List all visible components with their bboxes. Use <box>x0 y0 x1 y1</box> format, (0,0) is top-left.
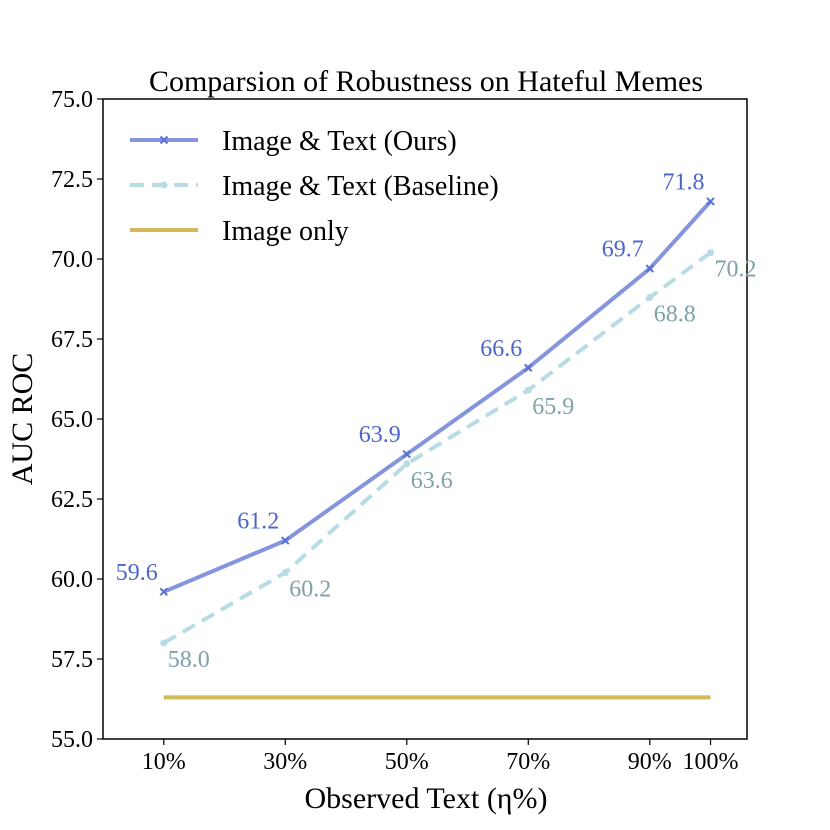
series-ours-point <box>524 363 533 373</box>
marker-stroke <box>159 587 168 597</box>
ours-data-label: 66.6 <box>480 336 522 362</box>
series-baseline-point <box>646 293 654 301</box>
legend-ours-marker <box>159 135 169 145</box>
series-ours-point <box>402 449 411 459</box>
y-tick-label: 57.5 <box>51 647 93 673</box>
x-tick-label: 90% <box>628 749 672 775</box>
x-tick-label: 100% <box>683 749 739 775</box>
ours-data-label: 61.2 <box>237 509 279 535</box>
series-ours-point <box>645 264 654 273</box>
data-labels: 59.6 61.2 63.9 66.6 69.7 71.8 58.0 60.2 63.6 65.9… <box>116 169 757 673</box>
y-tick-label: 72.5 <box>51 167 93 193</box>
y-tick-label: 75.0 <box>51 87 93 113</box>
ours-data-label: 63.9 <box>359 422 401 448</box>
legend-image-only-label: Image only <box>222 216 349 247</box>
series-baseline-point <box>707 249 715 257</box>
legend: Image & Text (Ours) Image & Text (Baselin… <box>130 126 499 247</box>
baseline-data-label: 68.8 <box>654 301 696 327</box>
series-ours-line <box>162 200 713 594</box>
y-tick-label: 67.5 <box>51 327 93 353</box>
ours-data-label: 71.8 <box>663 169 705 195</box>
chart-title: Comparsion of Robustness on Hateful Meme… <box>149 65 703 98</box>
x-axis: 10% 30% 50% 70% 90% 100% <box>142 739 739 775</box>
x-tick-label: 70% <box>506 749 550 775</box>
series-baseline-point <box>281 569 289 577</box>
series-baseline-point <box>524 386 532 394</box>
y-axis: 55.0 57.5 60.0 62.5 65.0 67.5 70.0 72.5 75.0 <box>51 87 103 753</box>
series-ours-point <box>159 587 168 597</box>
y-axis-label: AUC ROC <box>6 353 39 486</box>
baseline-data-label: 58.0 <box>168 647 210 673</box>
y-tick-label: 55.0 <box>51 727 93 753</box>
series-ours-point <box>281 536 290 545</box>
legend-baseline-marker <box>160 181 168 189</box>
x-tick-label: 10% <box>142 749 186 775</box>
y-tick-label: 60.0 <box>51 567 93 593</box>
baseline-data-label: 70.2 <box>715 257 757 283</box>
series-layer <box>159 197 715 700</box>
series-baseline-point <box>403 460 411 468</box>
marker-stroke <box>402 449 411 459</box>
y-tick-label: 62.5 <box>51 487 93 513</box>
baseline-data-label: 60.2 <box>289 577 331 603</box>
marker-stroke <box>281 536 290 545</box>
marker-stroke <box>645 264 654 273</box>
x-tick-label: 50% <box>385 749 429 775</box>
ours-data-label: 69.7 <box>602 237 644 263</box>
series-ours-point <box>706 197 715 206</box>
legend-ours-label: Image & Text (Ours) <box>222 126 457 157</box>
marker-stroke <box>524 363 533 373</box>
y-tick-label: 70.0 <box>51 247 93 273</box>
marker-stroke <box>706 197 715 206</box>
series-baseline-line <box>162 250 712 645</box>
baseline-data-label: 65.9 <box>532 394 574 420</box>
y-tick-label: 65.0 <box>51 407 93 433</box>
x-axis-label: Observed Text (η%) <box>305 782 548 815</box>
series-baseline-point <box>160 639 168 647</box>
baseline-data-label: 63.6 <box>411 468 453 494</box>
legend-baseline-label: Image & Text (Baseline) <box>222 171 499 202</box>
x-tick-label: 30% <box>263 749 307 775</box>
ours-data-label: 59.6 <box>116 560 158 586</box>
